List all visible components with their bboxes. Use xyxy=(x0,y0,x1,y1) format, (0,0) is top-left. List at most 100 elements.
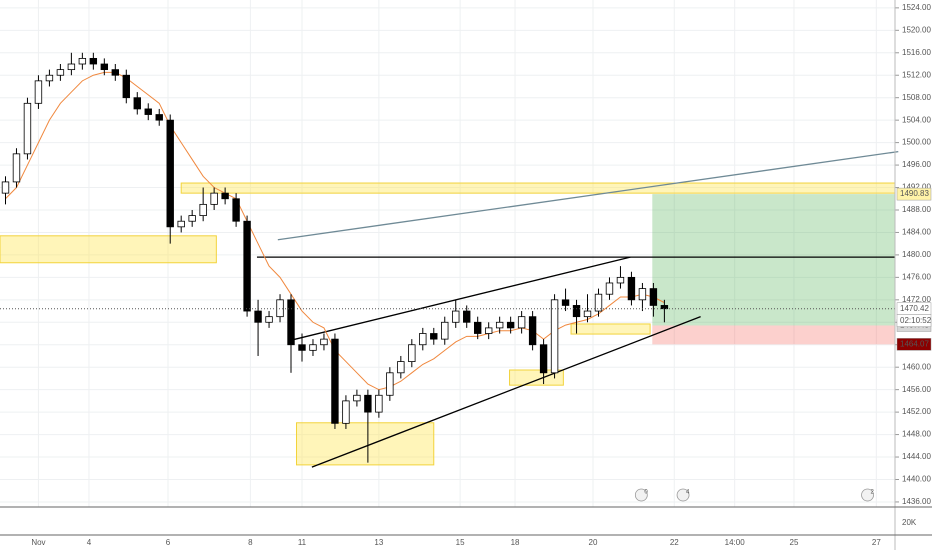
candle-body xyxy=(210,192,218,205)
x-tick-label: 27 xyxy=(872,538,881,547)
candle-body xyxy=(616,276,625,284)
candle-body xyxy=(232,198,240,222)
candle-body xyxy=(364,394,372,413)
x-tick-label: 18 xyxy=(511,538,520,547)
candle-body xyxy=(550,299,559,374)
x-tick-label: 25 xyxy=(790,538,799,547)
x-tick-label: 11 xyxy=(298,538,307,547)
candle-body xyxy=(517,316,526,329)
y-tick-label: 1472.00 xyxy=(902,295,931,304)
y-tick-label: 1516.00 xyxy=(902,48,931,57)
y-tick-label: 1520.00 xyxy=(902,25,931,34)
candle-body xyxy=(221,192,229,200)
candle-body xyxy=(254,310,262,323)
zone xyxy=(180,182,896,194)
x-tick-label: 15 xyxy=(456,538,465,547)
y-tick-label: 1496.00 xyxy=(902,160,931,169)
zone xyxy=(296,422,435,466)
candle-body xyxy=(144,108,152,115)
candle-body xyxy=(265,316,273,323)
candle-body xyxy=(111,69,120,76)
candle-body xyxy=(441,321,449,340)
x-tick-label: Nov xyxy=(31,538,45,547)
profit-zone xyxy=(652,194,895,326)
candle-body xyxy=(660,305,669,310)
x-tick-label: 20 xyxy=(589,538,598,547)
candle-body xyxy=(78,57,87,65)
candle-body xyxy=(100,63,109,71)
price-label: 1464.07 xyxy=(900,339,929,348)
candle-body xyxy=(583,310,592,318)
x-tick-label: 22 xyxy=(670,538,679,547)
zone xyxy=(509,369,564,386)
candle-body xyxy=(638,288,647,301)
candle-body xyxy=(287,299,295,346)
event-count: 2 xyxy=(871,490,875,496)
candle-body xyxy=(495,321,504,329)
volume-label: 20K xyxy=(902,518,917,527)
trend-line xyxy=(277,150,899,241)
x-tick-label: 4 xyxy=(87,538,92,547)
event-icon xyxy=(676,488,690,502)
y-tick-label: 1500.00 xyxy=(902,138,931,147)
candle-body xyxy=(594,293,603,312)
candle-body xyxy=(561,299,570,306)
candle-body xyxy=(386,372,394,396)
event-count: 0 xyxy=(644,490,648,496)
candle-body xyxy=(199,203,207,217)
candle-body xyxy=(506,321,515,329)
trend-line xyxy=(293,256,631,341)
price-label: 1490.83 xyxy=(900,189,929,198)
y-tick-label: 1488.00 xyxy=(902,205,931,214)
y-tick-label: 1460.00 xyxy=(902,362,931,371)
x-tick-label: 13 xyxy=(374,538,383,547)
price-label-box xyxy=(896,187,932,201)
event-count: 4 xyxy=(686,490,690,496)
price-label: 1470.42 xyxy=(900,304,929,313)
zone xyxy=(570,323,651,335)
candle-body xyxy=(375,394,383,413)
x-tick-label: 8 xyxy=(248,538,253,547)
candle-body xyxy=(605,282,614,295)
candle-body xyxy=(572,305,581,318)
candle-body xyxy=(67,63,76,71)
candle-body xyxy=(649,288,658,306)
event-icon xyxy=(634,488,648,502)
candle-body xyxy=(320,338,328,346)
candle-body xyxy=(34,80,43,104)
candle-body xyxy=(452,310,460,323)
candle-body xyxy=(133,97,141,110)
candle-body xyxy=(23,102,32,155)
y-tick-label: 1524.00 xyxy=(902,3,931,12)
candle-body xyxy=(298,344,306,351)
countdown-box xyxy=(896,314,932,327)
y-tick-label: 1436.00 xyxy=(902,497,931,506)
y-tick-label: 1512.00 xyxy=(902,70,931,79)
candle-body xyxy=(528,316,537,346)
x-tick-label: 14:00 xyxy=(725,538,746,547)
candle-body xyxy=(342,400,350,424)
price-label-box xyxy=(896,338,932,351)
candle-body xyxy=(353,394,361,402)
y-tick-label: 1444.00 xyxy=(902,452,931,461)
event-icon xyxy=(861,488,874,502)
trend-line xyxy=(311,316,701,468)
candle-body xyxy=(408,344,416,362)
y-tick-label: 1448.00 xyxy=(902,430,931,439)
candle-body xyxy=(463,310,471,323)
y-tick-label: 1452.00 xyxy=(902,407,931,416)
candle-body xyxy=(419,333,427,346)
candle-body xyxy=(430,333,438,340)
candle-body xyxy=(56,69,65,76)
candle-body xyxy=(539,344,548,374)
loss-zone xyxy=(652,325,895,345)
y-tick-label: 1476.00 xyxy=(902,272,931,281)
candle-body xyxy=(243,220,251,312)
candle-body xyxy=(627,276,636,301)
candle-body xyxy=(155,114,163,121)
y-tick-label: 1508.00 xyxy=(902,93,931,102)
candle-body xyxy=(484,327,493,334)
x-tick-label: 6 xyxy=(166,538,171,547)
